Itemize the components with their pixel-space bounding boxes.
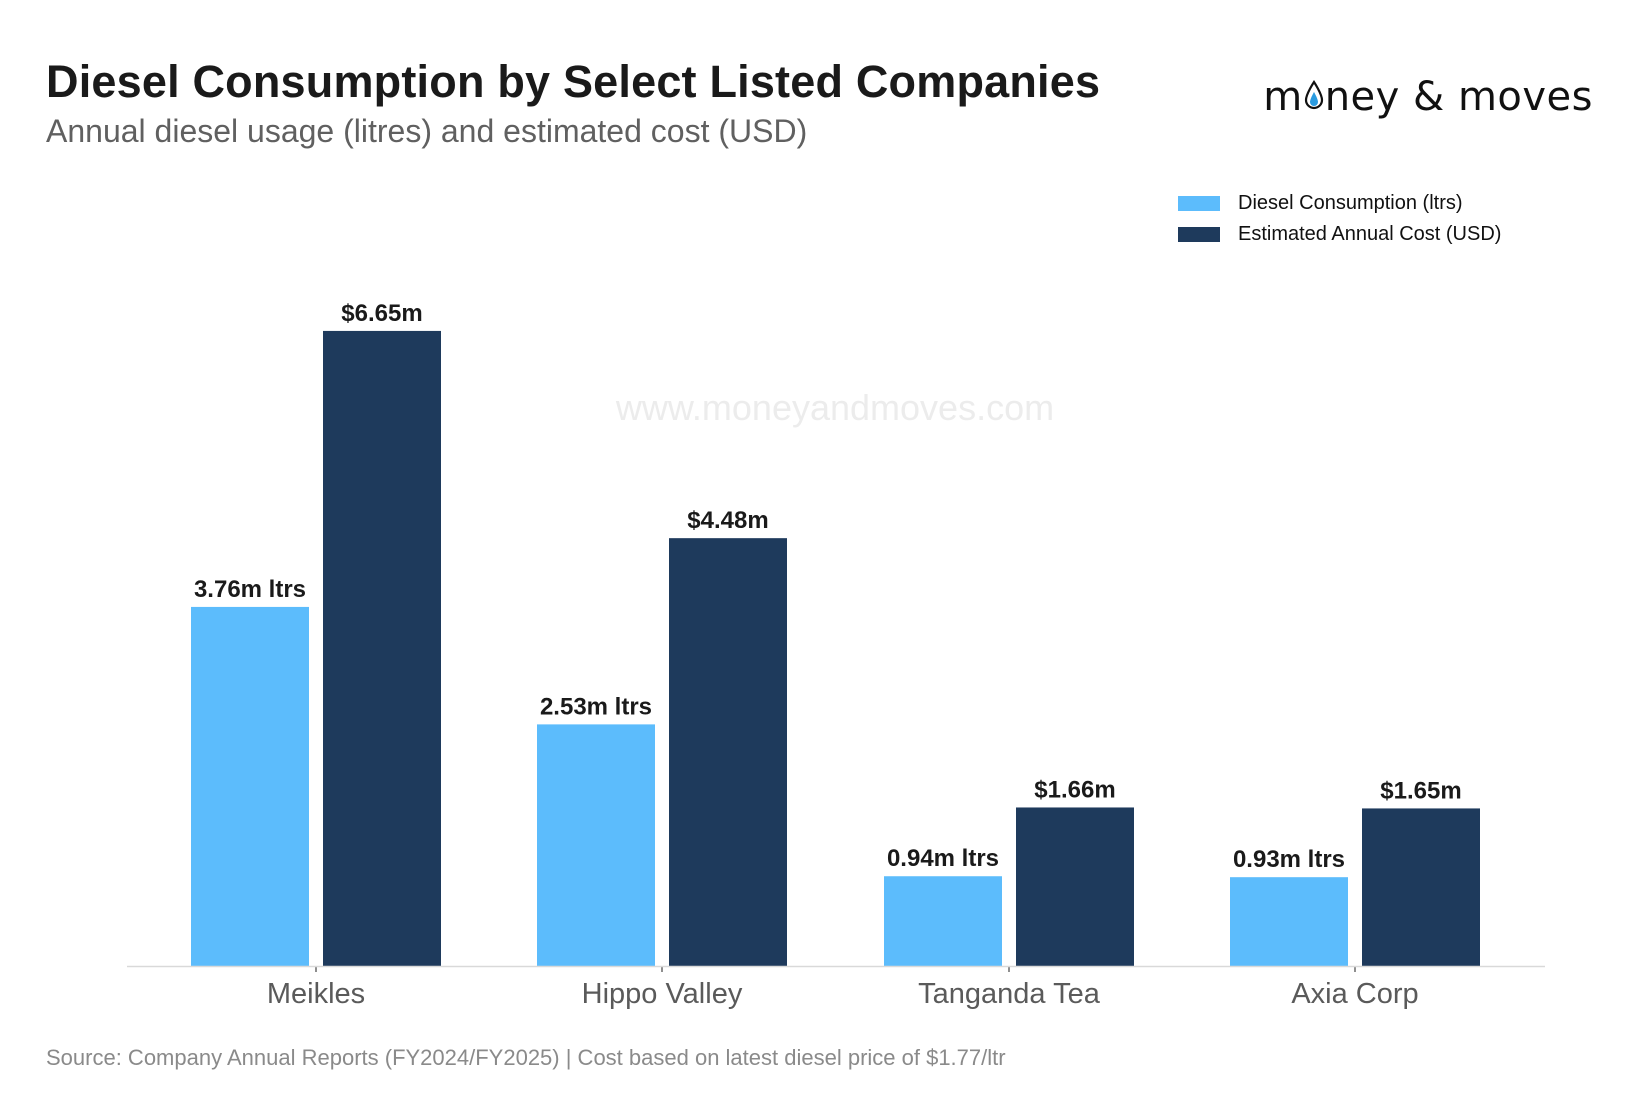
data-label-cost-meikles: $6.65m bbox=[341, 300, 422, 327]
bar-consumption-hippo-valley bbox=[537, 724, 655, 966]
data-label-consumption-meikles: 3.76m ltrs bbox=[194, 576, 306, 603]
bar-cost-meikles bbox=[323, 330, 441, 966]
source-footnote: Source: Company Annual Reports (FY2024/F… bbox=[46, 1045, 1006, 1070]
x-tick-label-axia-corp: Axia Corp bbox=[1291, 978, 1418, 1010]
x-tick-label-meikles: Meikles bbox=[267, 978, 365, 1010]
data-label-cost-tanganda-tea: $1.66m bbox=[1034, 776, 1115, 803]
data-label-consumption-hippo-valley: 2.53m ltrs bbox=[540, 693, 652, 720]
data-label-cost-hippo-valley: $4.48m bbox=[687, 507, 768, 534]
data-label-consumption-tanganda-tea: 0.94m ltrs bbox=[887, 845, 999, 872]
bar-consumption-meikles bbox=[191, 606, 309, 966]
data-label-cost-axia-corp: $1.65m bbox=[1380, 777, 1461, 804]
x-tick-label-hippo-valley: Hippo Valley bbox=[582, 978, 743, 1010]
bar-consumption-tanganda-tea bbox=[884, 876, 1002, 966]
legend-item-cost: Estimated Annual Cost (USD) bbox=[1178, 219, 1501, 250]
bar-cost-hippo-valley bbox=[669, 538, 787, 966]
oil-drop-icon bbox=[1304, 74, 1324, 110]
logo-text-start: m bbox=[1263, 74, 1303, 120]
legend-swatch-cost bbox=[1178, 227, 1220, 242]
bar-cost-axia-corp bbox=[1362, 808, 1480, 966]
brand-logo: m ney & moves bbox=[1263, 74, 1593, 124]
x-tick-label-tanganda-tea: Tanganda Tea bbox=[918, 978, 1101, 1010]
chart-legend: Diesel Consumption (ltrs) Estimated Annu… bbox=[1178, 188, 1501, 250]
legend-label-cost: Estimated Annual Cost (USD) bbox=[1238, 223, 1502, 245]
legend-item-consumption: Diesel Consumption (ltrs) bbox=[1178, 188, 1501, 219]
legend-label-consumption: Diesel Consumption (ltrs) bbox=[1238, 192, 1463, 214]
chart-title: Diesel Consumption by Select Listed Comp… bbox=[46, 56, 1101, 107]
legend-swatch-consumption bbox=[1178, 196, 1220, 211]
bar-consumption-axia-corp bbox=[1230, 877, 1348, 966]
logo-text-end: ney & moves bbox=[1324, 74, 1593, 120]
data-label-consumption-axia-corp: 0.93m ltrs bbox=[1233, 846, 1345, 873]
bar-cost-tanganda-tea bbox=[1016, 807, 1134, 966]
chart-subtitle: Annual diesel usage (litres) and estimat… bbox=[46, 113, 808, 149]
watermark-text: www.moneyandmoves.com bbox=[615, 387, 1054, 428]
